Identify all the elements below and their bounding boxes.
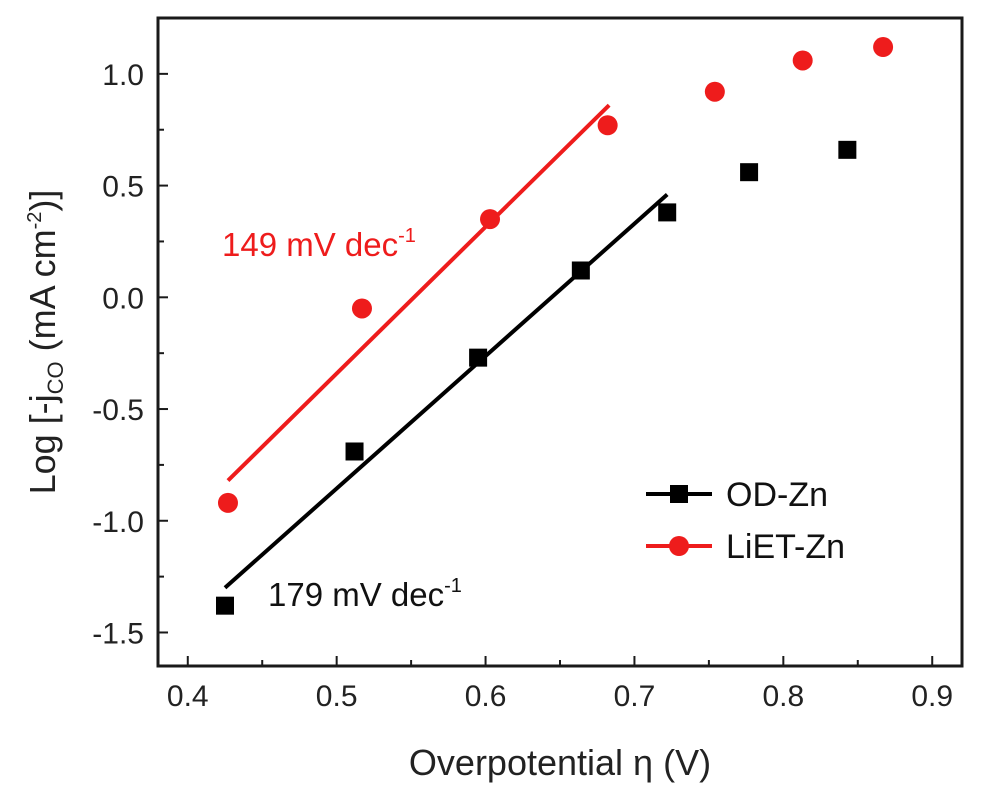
point-liet-zn <box>351 298 372 319</box>
legend-marker-od-zn <box>670 485 688 503</box>
annotation-liet-zn-slope: 149 mV dec-1 <box>222 225 416 263</box>
x-tick-label: 0.7 <box>614 680 656 713</box>
x-tick-label: 0.8 <box>762 680 804 713</box>
point-od-zn <box>740 163 759 182</box>
annotation-od-zn-slope: 179 mV dec-1 <box>268 575 462 613</box>
point-liet-zn <box>480 209 501 230</box>
legend: OD-Zn LiET-Zn <box>646 476 845 566</box>
x-tick-label: 0.5 <box>316 680 358 713</box>
point-od-zn <box>658 203 677 222</box>
y-tick-label: 1.0 <box>102 59 144 92</box>
point-od-zn <box>469 348 488 367</box>
legend-marker-liet-zn <box>669 536 689 556</box>
point-liet-zn <box>792 50 813 71</box>
data-points <box>216 37 894 615</box>
y-axis-ticks: -1.5 -1.0 -0.5 0.0 0.5 1.0 <box>92 59 168 650</box>
x-tick-label: 0.6 <box>465 680 507 713</box>
legend-label-od-zn: OD-Zn <box>726 476 828 514</box>
plot-frame <box>156 16 964 668</box>
x-tick-label: 0.4 <box>167 680 209 713</box>
y-tick-label: 0.0 <box>102 282 144 315</box>
point-od-zn <box>216 596 234 615</box>
point-liet-zn <box>217 492 238 513</box>
point-od-zn <box>345 442 364 461</box>
y-tick-label: -1.0 <box>92 506 144 539</box>
fit-line-liet-zn <box>226 103 611 482</box>
point-liet-zn <box>704 81 725 102</box>
point-od-zn <box>838 140 857 159</box>
fit-lines <box>223 103 669 590</box>
point-od-zn <box>571 261 590 280</box>
point-liet-zn <box>873 37 894 58</box>
legend-label-liet-zn: LiET-Zn <box>726 528 845 566</box>
fit-line-od-zn <box>223 193 669 590</box>
y-tick-label: 0.5 <box>102 171 144 204</box>
y-axis-title: Log [-jCO (mA cm-2)] <box>22 190 68 495</box>
x-tick-label: 0.9 <box>911 680 953 713</box>
x-axis-title: Overpotential η (V) <box>409 742 711 783</box>
y-tick-label: -0.5 <box>92 394 144 427</box>
x-axis-ticks: 0.4 0.5 0.6 0.7 0.8 0.9 <box>167 656 953 713</box>
y-tick-label: -1.5 <box>92 617 144 650</box>
point-liet-zn <box>597 115 618 136</box>
